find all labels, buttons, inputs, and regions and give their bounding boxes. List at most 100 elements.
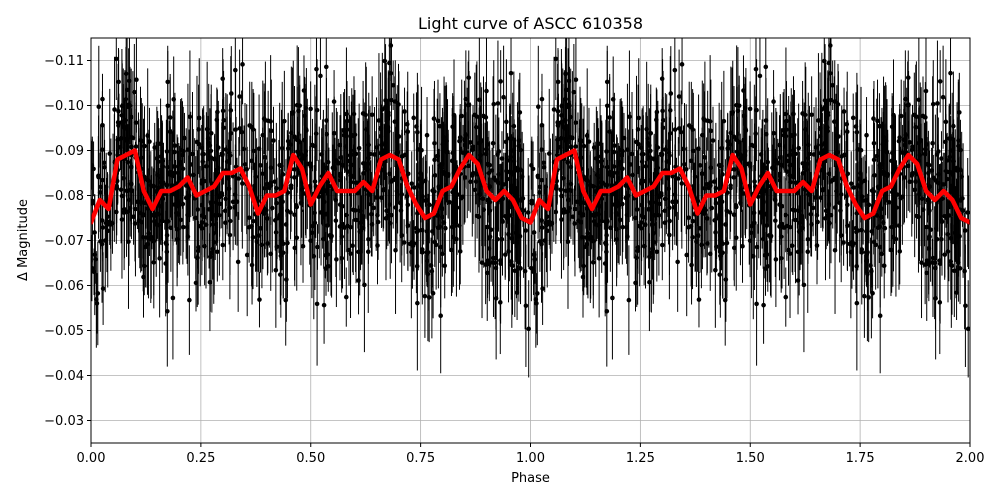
data-point	[479, 260, 485, 265]
data-point	[185, 234, 191, 239]
data-point	[430, 290, 436, 296]
data-point	[369, 112, 375, 118]
data-point	[392, 119, 398, 124]
data-point	[883, 147, 889, 153]
data-point	[294, 102, 300, 108]
data-point	[705, 118, 710, 123]
data-point	[323, 64, 329, 70]
data-point	[219, 191, 225, 196]
data-point	[801, 164, 807, 170]
data-point	[501, 94, 506, 100]
data-point	[868, 263, 873, 268]
data-point	[203, 222, 209, 228]
data-point	[436, 184, 441, 190]
data-point	[563, 138, 569, 143]
data-point	[227, 232, 233, 238]
data-point	[559, 103, 565, 109]
data-point	[875, 118, 880, 124]
data-point	[679, 181, 685, 186]
data-point	[443, 225, 448, 231]
data-point	[826, 202, 832, 207]
data-point	[616, 202, 622, 208]
data-point	[442, 263, 448, 269]
data-point	[366, 142, 372, 148]
data-point	[935, 101, 940, 106]
data-point	[468, 140, 473, 145]
data-point	[752, 179, 757, 184]
data-point	[651, 239, 657, 245]
data-point	[486, 170, 492, 176]
chart-title: Light curve of ASCC 610358	[418, 14, 643, 33]
data-point	[331, 164, 336, 170]
data-point	[383, 216, 389, 221]
data-point	[126, 197, 132, 203]
data-point	[419, 147, 424, 153]
data-point	[948, 70, 953, 76]
data-point	[865, 249, 870, 255]
data-point	[438, 313, 443, 318]
data-point	[360, 213, 366, 219]
data-point	[154, 156, 160, 161]
data-point	[94, 301, 100, 306]
data-point	[531, 230, 537, 235]
data-point	[491, 101, 497, 107]
data-point	[639, 220, 644, 225]
data-point	[99, 147, 105, 152]
data-point	[390, 82, 396, 88]
data-point	[208, 200, 213, 206]
data-point	[647, 279, 652, 285]
data-point	[401, 240, 407, 245]
x-tick-label: 0.25	[186, 451, 215, 466]
data-point	[877, 313, 883, 318]
data-point	[620, 224, 626, 230]
data-point	[881, 263, 887, 269]
data-point	[92, 230, 97, 235]
data-point	[962, 268, 967, 274]
data-point	[933, 296, 938, 301]
data-point	[654, 109, 660, 115]
data-point	[104, 222, 110, 228]
data-point	[206, 140, 212, 146]
data-point	[343, 144, 348, 149]
data-point	[568, 188, 574, 194]
data-point	[757, 73, 763, 79]
data-point	[168, 225, 174, 231]
data-point	[180, 152, 185, 158]
data-point	[772, 197, 778, 203]
data-point	[674, 199, 679, 204]
data-point	[576, 218, 581, 223]
data-point	[664, 159, 669, 164]
data-point	[362, 164, 368, 170]
data-point	[808, 211, 814, 217]
data-point	[132, 221, 138, 226]
data-point	[604, 164, 610, 170]
data-point	[337, 224, 343, 229]
data-point	[828, 97, 834, 103]
data-point	[832, 205, 838, 210]
data-point	[963, 303, 968, 309]
data-point	[402, 109, 407, 114]
data-point	[910, 170, 915, 176]
data-point	[534, 301, 539, 306]
data-point	[289, 130, 294, 136]
data-point	[513, 193, 519, 198]
data-point	[584, 133, 590, 139]
data-point	[274, 200, 279, 206]
data-point	[389, 97, 394, 103]
data-point	[535, 104, 541, 109]
data-point	[405, 223, 411, 228]
data-point	[777, 224, 782, 229]
data-point	[411, 115, 417, 121]
data-point	[608, 225, 613, 231]
data-point	[338, 155, 344, 160]
data-point	[845, 223, 850, 228]
data-point	[667, 131, 673, 136]
data-point	[126, 104, 131, 110]
data-point	[558, 187, 563, 193]
data-point	[916, 214, 921, 220]
data-point	[542, 238, 548, 243]
data-point	[334, 158, 339, 163]
data-point	[592, 213, 597, 218]
data-point	[447, 199, 453, 205]
data-point	[236, 176, 242, 181]
